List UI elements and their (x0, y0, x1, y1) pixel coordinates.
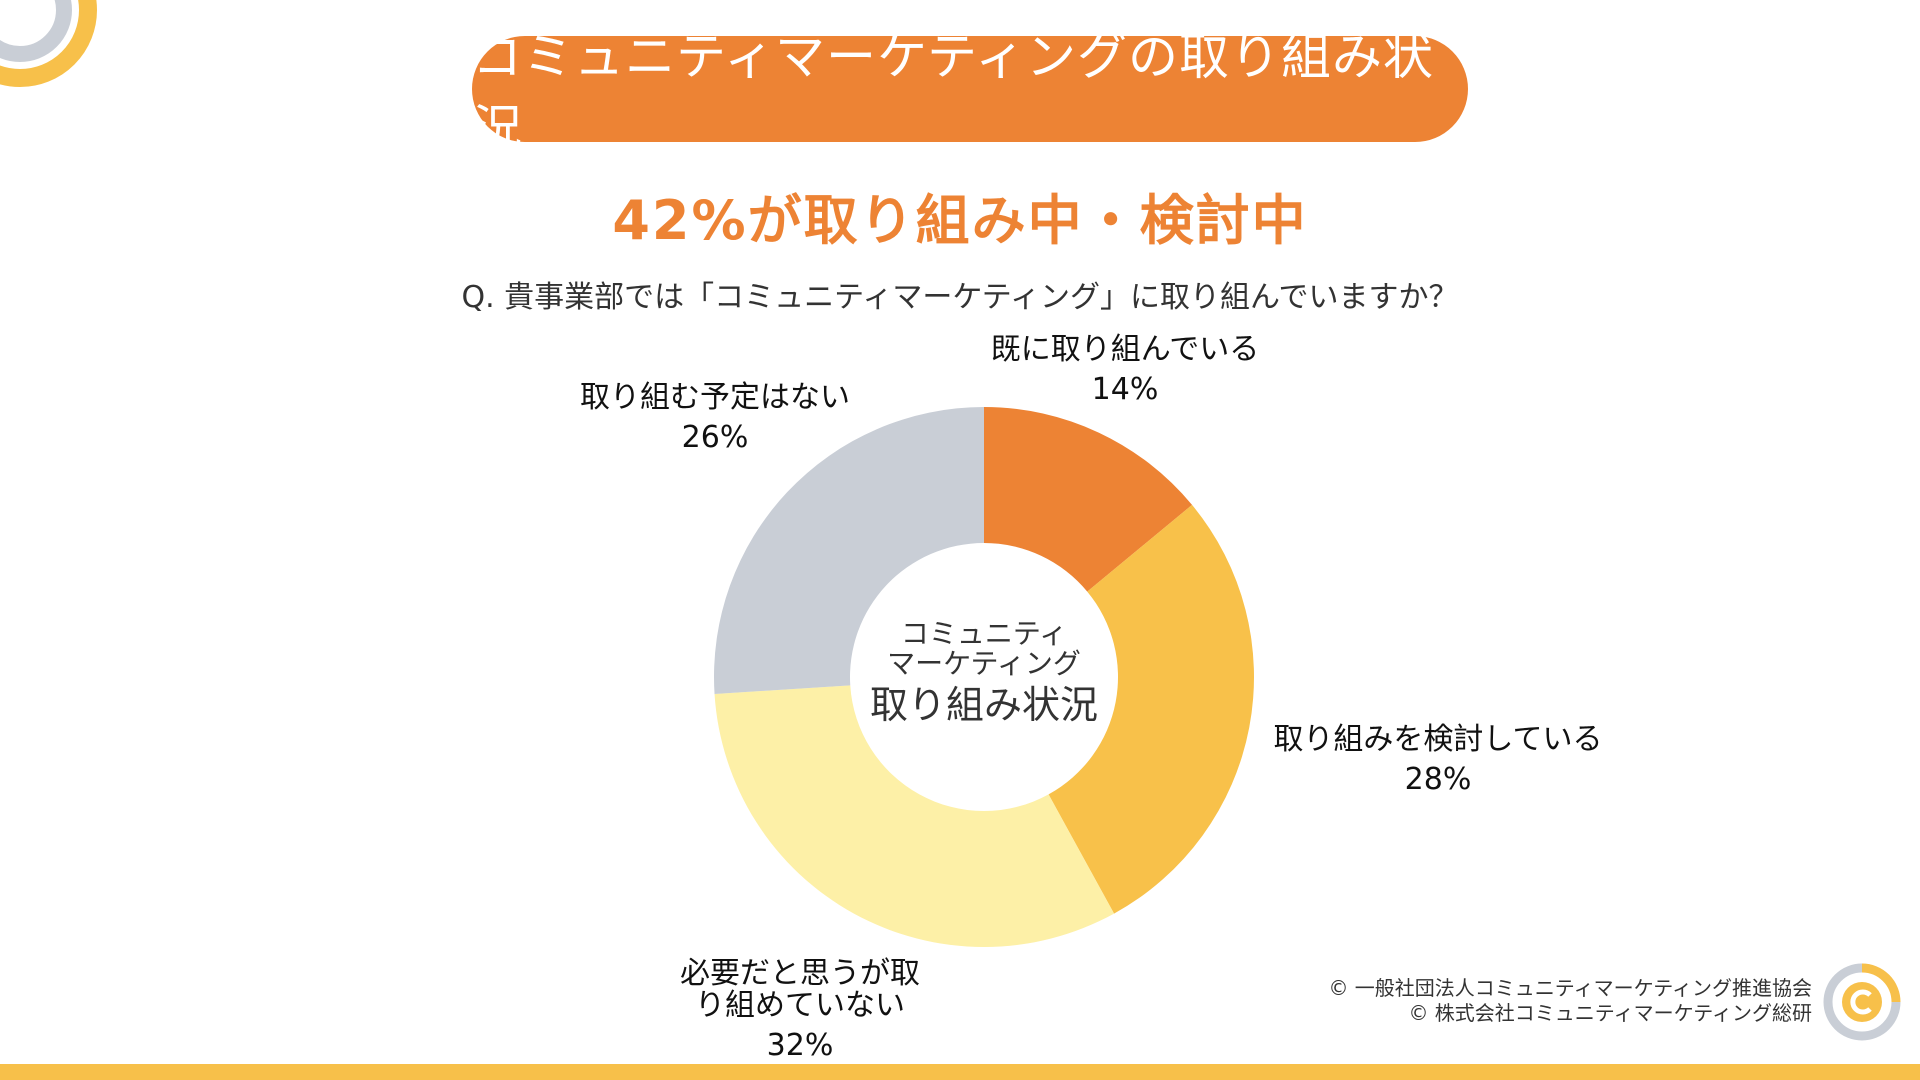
label-needed-line1: 必要だと思うが取 (680, 956, 920, 991)
label-needed-not-started: 必要だと思うが取 り組めていない 32% (660, 958, 940, 1062)
label-no-plan-pct: 26% (681, 420, 749, 455)
brand-logo-icon (1823, 963, 1901, 1041)
corner-logo-icon (0, 0, 97, 87)
copyright: © 一般社団法人コミュニティマーケティング推進協会 © 株式会社コミュニティマー… (1328, 976, 1812, 1026)
center-label-line2: マーケティング (887, 647, 1081, 680)
copyright-line1: © 一般社団法人コミュニティマーケティング推進協会 (1328, 976, 1812, 1000)
label-considering-pct: 28% (1404, 762, 1472, 797)
slice-considering (1048, 504, 1254, 914)
page-title: コミュニティマーケティングの取り組み状況 (472, 28, 1434, 158)
slice-already-doing (984, 407, 1193, 592)
label-no-plan: 取り組む予定はない 26% (558, 382, 872, 454)
label-considering-name: 取り組みを検討している (1273, 722, 1603, 757)
label-considering: 取り組みを検討している 28% (1258, 724, 1618, 796)
bottom-bar (0, 1064, 1920, 1080)
center-label-line1: コミュニティ (900, 617, 1068, 650)
survey-question: Q. 貴事業部では「コミュニティマーケティング」に取り組んでいますか？ (461, 280, 1459, 315)
label-already-doing-pct: 14% (1091, 372, 1159, 407)
center-label-line3: 取り組み状況 (869, 683, 1098, 727)
label-no-plan-name: 取り組む予定はない (580, 380, 850, 415)
label-already-doing-name: 既に取り組んでいる (990, 332, 1260, 367)
label-needed-line2: り組めていない (695, 988, 905, 1023)
label-already-doing: 既に取り組んでいる 14% (960, 334, 1290, 406)
copyright-line2: © 株式会社コミュニティマーケティング総研 (1408, 1001, 1812, 1025)
slice-no-plan (713, 407, 984, 694)
slice-needed-not-started (714, 685, 1115, 947)
headline: 42%が取り組み中・検討中 (612, 189, 1308, 252)
label-needed-pct: 32% (766, 1028, 834, 1063)
title-banner: コミュニティマーケティングの取り組み状況 (472, 28, 1468, 158)
